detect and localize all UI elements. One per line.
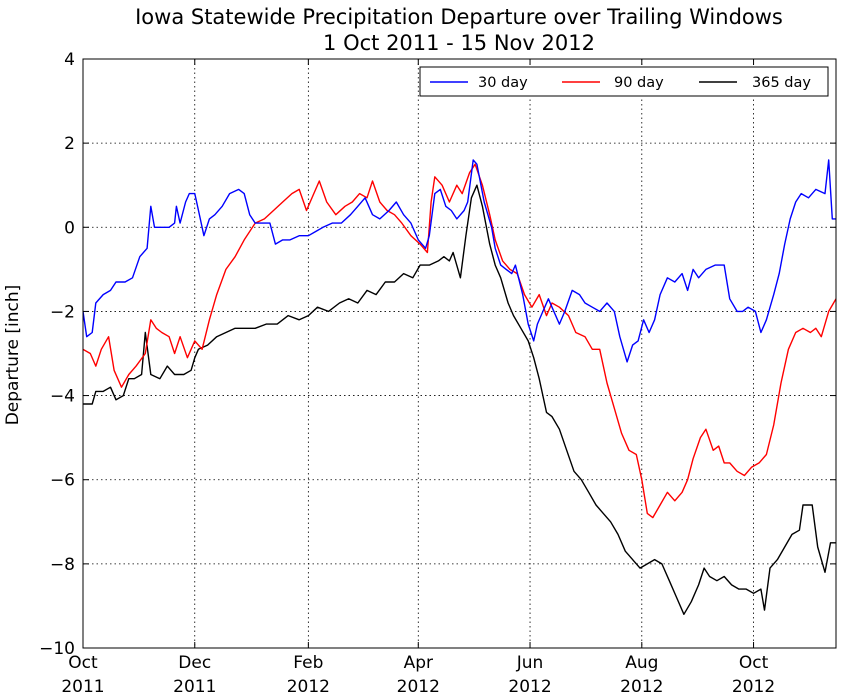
series-line-365-day xyxy=(83,184,836,615)
legend-label: 365 day xyxy=(752,75,811,91)
x-tick-month-label: Dec xyxy=(178,653,211,673)
x-tick-month-label: Jun xyxy=(516,653,544,673)
y-tick-label: −6 xyxy=(50,471,75,491)
series-line-30-day xyxy=(83,159,836,363)
x-tick-year-label: 2012 xyxy=(732,677,775,697)
x-tick-year-label: 2011 xyxy=(61,677,104,697)
y-tick-label: 2 xyxy=(64,134,75,154)
series-line-90-day xyxy=(83,163,836,519)
chart-subtitle: 1 Oct 2011 - 15 Nov 2012 xyxy=(323,31,595,55)
x-tick-month-label: Oct xyxy=(68,653,98,673)
x-tick-year-label: 2012 xyxy=(508,677,551,697)
axis-ticks: 420−2−4−6−8−10Oct2011Dec2011Feb2012Apr20… xyxy=(39,50,836,697)
x-tick-year-label: 2012 xyxy=(620,677,663,697)
y-tick-label: −4 xyxy=(50,387,75,407)
legend-label: 30 day xyxy=(478,75,528,91)
y-tick-label: 4 xyxy=(64,50,75,70)
plot-frame xyxy=(82,58,837,649)
x-tick-year-label: 2012 xyxy=(287,677,330,697)
y-tick-label: −10 xyxy=(39,639,75,659)
y-tick-label: 0 xyxy=(64,218,75,238)
x-tick-month-label: Oct xyxy=(739,653,769,673)
x-tick-year-label: 2011 xyxy=(173,677,216,697)
y-axis-label: Departure [inch] xyxy=(3,285,23,426)
legend: 30 day 90 day 365 day xyxy=(419,66,829,97)
y-tick-label: −2 xyxy=(50,302,75,322)
x-tick-month-label: Apr xyxy=(404,653,433,673)
legend-label: 90 day xyxy=(614,75,664,91)
x-tick-month-label: Feb xyxy=(293,653,323,673)
y-tick-label: −8 xyxy=(50,555,75,575)
x-tick-month-label: Aug xyxy=(625,653,658,673)
gridlines xyxy=(83,59,836,648)
legend-box xyxy=(419,66,829,97)
series-lines xyxy=(83,159,836,615)
chart-title: Iowa Statewide Precipitation Departure o… xyxy=(135,5,783,29)
x-tick-year-label: 2012 xyxy=(397,677,440,697)
